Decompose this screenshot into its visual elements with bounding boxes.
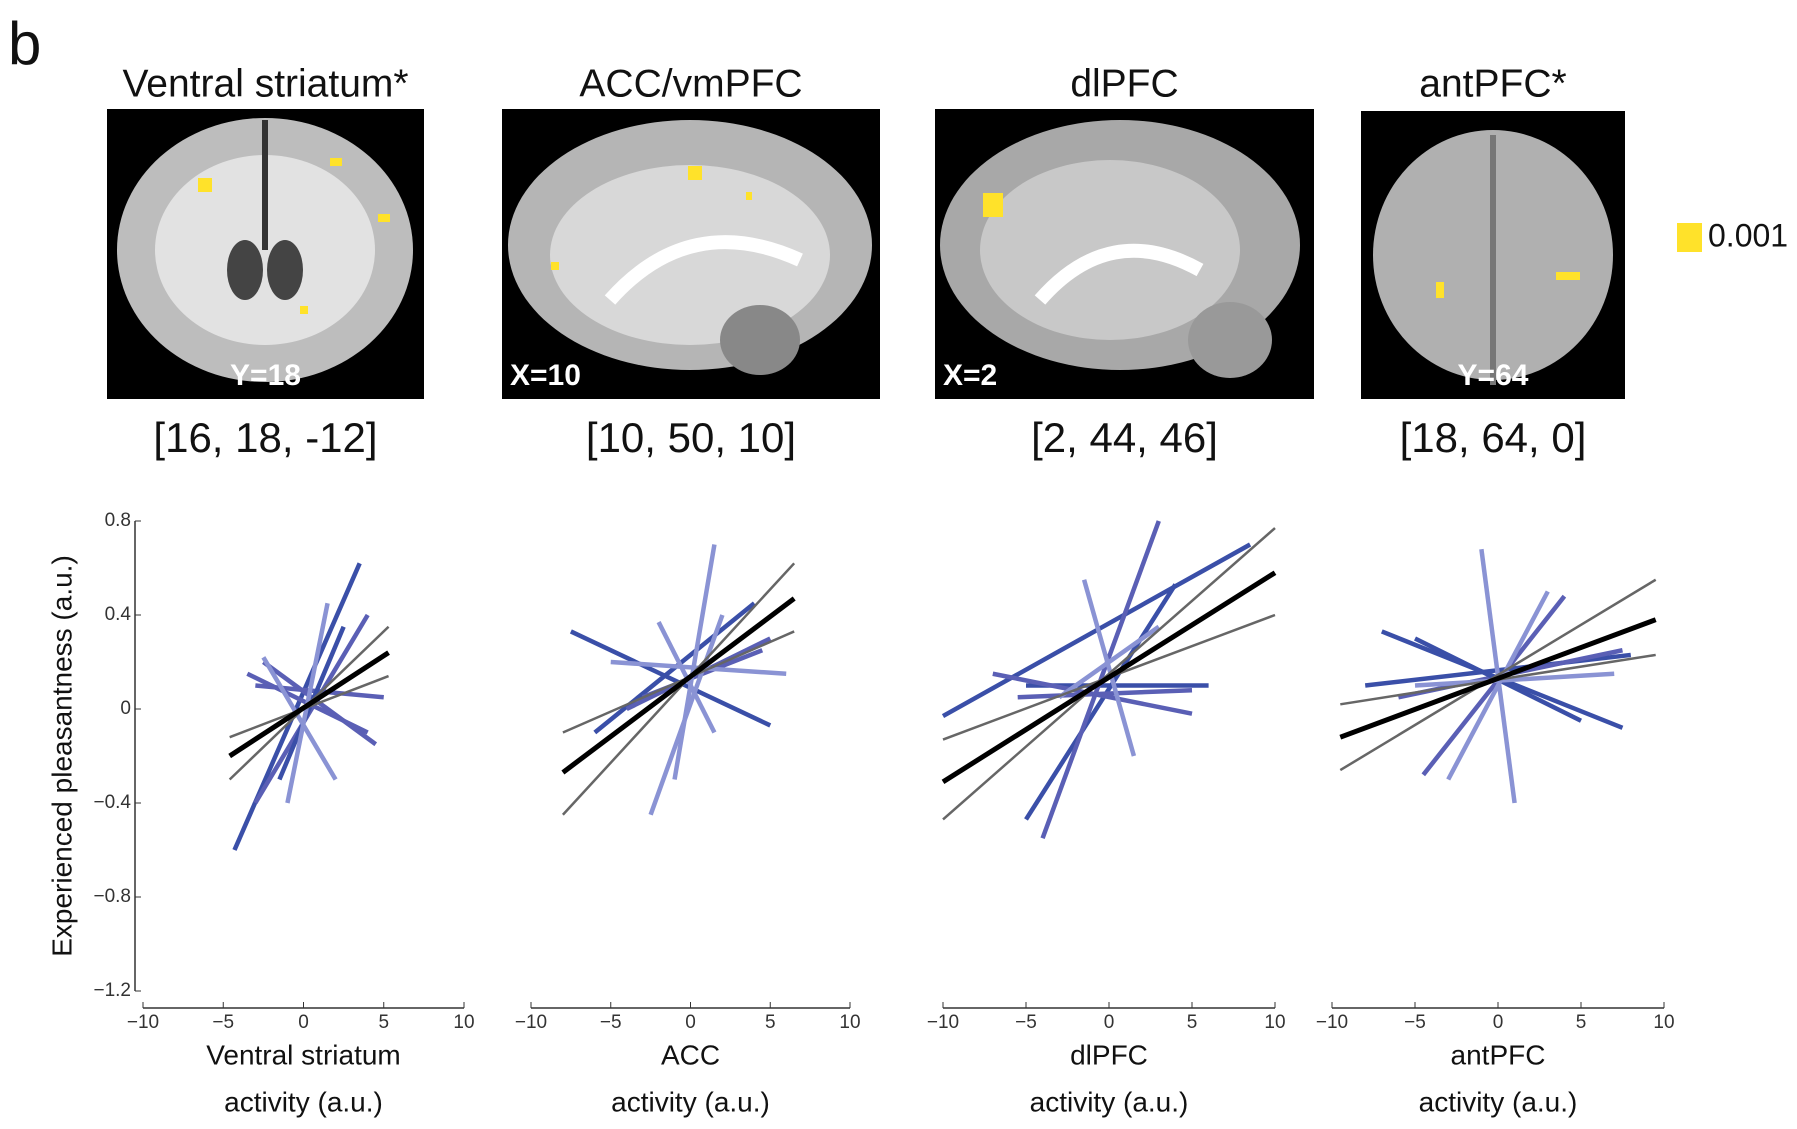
x-tick-label: −5 xyxy=(1404,1012,1426,1033)
regression-line xyxy=(1017,687,1193,700)
x-tick-label: 10 xyxy=(1264,1012,1285,1033)
x-axis-label: activity (a.u.) xyxy=(1419,1086,1578,1117)
slice-label: X=10 xyxy=(510,359,581,392)
x-tick-label: 10 xyxy=(839,1012,860,1033)
slice-label: X=2 xyxy=(943,359,997,392)
x-tick-label: 5 xyxy=(1576,1012,1587,1033)
map-title: ACC/vmPFC xyxy=(579,62,802,105)
brain-image xyxy=(1361,111,1625,399)
regression-line xyxy=(992,671,1193,716)
colorbar-swatch xyxy=(1677,223,1702,252)
y-tick-label: −0.4 xyxy=(93,792,131,813)
regression-line xyxy=(1421,594,1567,777)
x-axis-label: activity (a.u.) xyxy=(224,1086,383,1117)
colorbar-label: 0.001 xyxy=(1708,217,1788,253)
x-axis-label: dlPFC xyxy=(1070,1039,1148,1070)
x-tick-label: 5 xyxy=(765,1012,776,1033)
y-tick-label: 0.8 xyxy=(105,510,131,531)
x-tick-label: −10 xyxy=(927,1012,959,1033)
y-tick-label: −0.8 xyxy=(93,886,131,907)
panel-label: b xyxy=(8,10,41,77)
regression-line xyxy=(941,570,1277,784)
map-title: antPFC* xyxy=(1419,62,1566,105)
x-axis-label: antPFC xyxy=(1451,1039,1546,1070)
regression-line xyxy=(1024,583,1178,821)
brain-image xyxy=(502,109,880,399)
brain-image xyxy=(935,109,1314,399)
slice-label: Y=64 xyxy=(1458,359,1529,392)
regression-line xyxy=(561,562,796,816)
x-tick-label: −5 xyxy=(1015,1012,1037,1033)
x-tick-label: 0 xyxy=(1493,1012,1504,1033)
regression-line xyxy=(261,656,338,781)
regression-line xyxy=(1057,624,1161,700)
regression-line xyxy=(1339,617,1657,740)
y-tick-label: 0.4 xyxy=(105,604,132,625)
x-tick-label: 0 xyxy=(298,1012,309,1033)
x-axis-label: activity (a.u.) xyxy=(1030,1086,1189,1117)
x-axis-label: ACC xyxy=(661,1039,720,1070)
x-tick-label: 5 xyxy=(1187,1012,1198,1033)
x-tick-label: −10 xyxy=(1316,1012,1348,1033)
x-tick-label: 0 xyxy=(1104,1012,1115,1033)
regression-line xyxy=(561,596,796,775)
regression-line xyxy=(232,562,362,851)
regression-line xyxy=(1446,590,1550,781)
regression-line xyxy=(648,614,725,816)
coordinates: [18, 64, 0] xyxy=(1400,414,1587,461)
regression-line xyxy=(942,527,1276,821)
regression-line xyxy=(1081,579,1137,757)
regression-line xyxy=(562,630,795,734)
y-axis-label: Experienced pleasantness (a.u.) xyxy=(46,555,77,957)
regression-line xyxy=(1339,578,1657,772)
x-axis-label: Ventral striatum xyxy=(206,1039,401,1070)
slice-label: Y=18 xyxy=(230,359,301,392)
coordinates: [10, 50, 10] xyxy=(586,414,796,461)
x-tick-label: −5 xyxy=(212,1012,234,1033)
y-tick-label: −1.2 xyxy=(93,980,131,1001)
map-title: dlPFC xyxy=(1070,62,1178,105)
regression-line xyxy=(569,629,772,728)
x-axis-label: activity (a.u.) xyxy=(611,1086,770,1117)
x-tick-label: 10 xyxy=(1653,1012,1674,1033)
regression-line xyxy=(253,613,370,805)
x-tick-label: −10 xyxy=(127,1012,159,1033)
brain-image xyxy=(107,109,424,399)
x-tick-label: 0 xyxy=(685,1012,696,1033)
x-tick-label: 10 xyxy=(453,1012,474,1033)
regression-line xyxy=(228,650,390,759)
y-tick-label: 0 xyxy=(120,698,131,719)
regression-line xyxy=(672,544,717,780)
map-title: Ventral striatum* xyxy=(122,62,408,105)
regression-line xyxy=(1414,671,1615,688)
coordinates: [16, 18, -12] xyxy=(153,414,377,461)
x-tick-label: 5 xyxy=(378,1012,389,1033)
x-tick-label: −5 xyxy=(600,1012,622,1033)
coordinates: [2, 44, 46] xyxy=(1031,414,1218,461)
x-tick-label: −10 xyxy=(515,1012,547,1033)
